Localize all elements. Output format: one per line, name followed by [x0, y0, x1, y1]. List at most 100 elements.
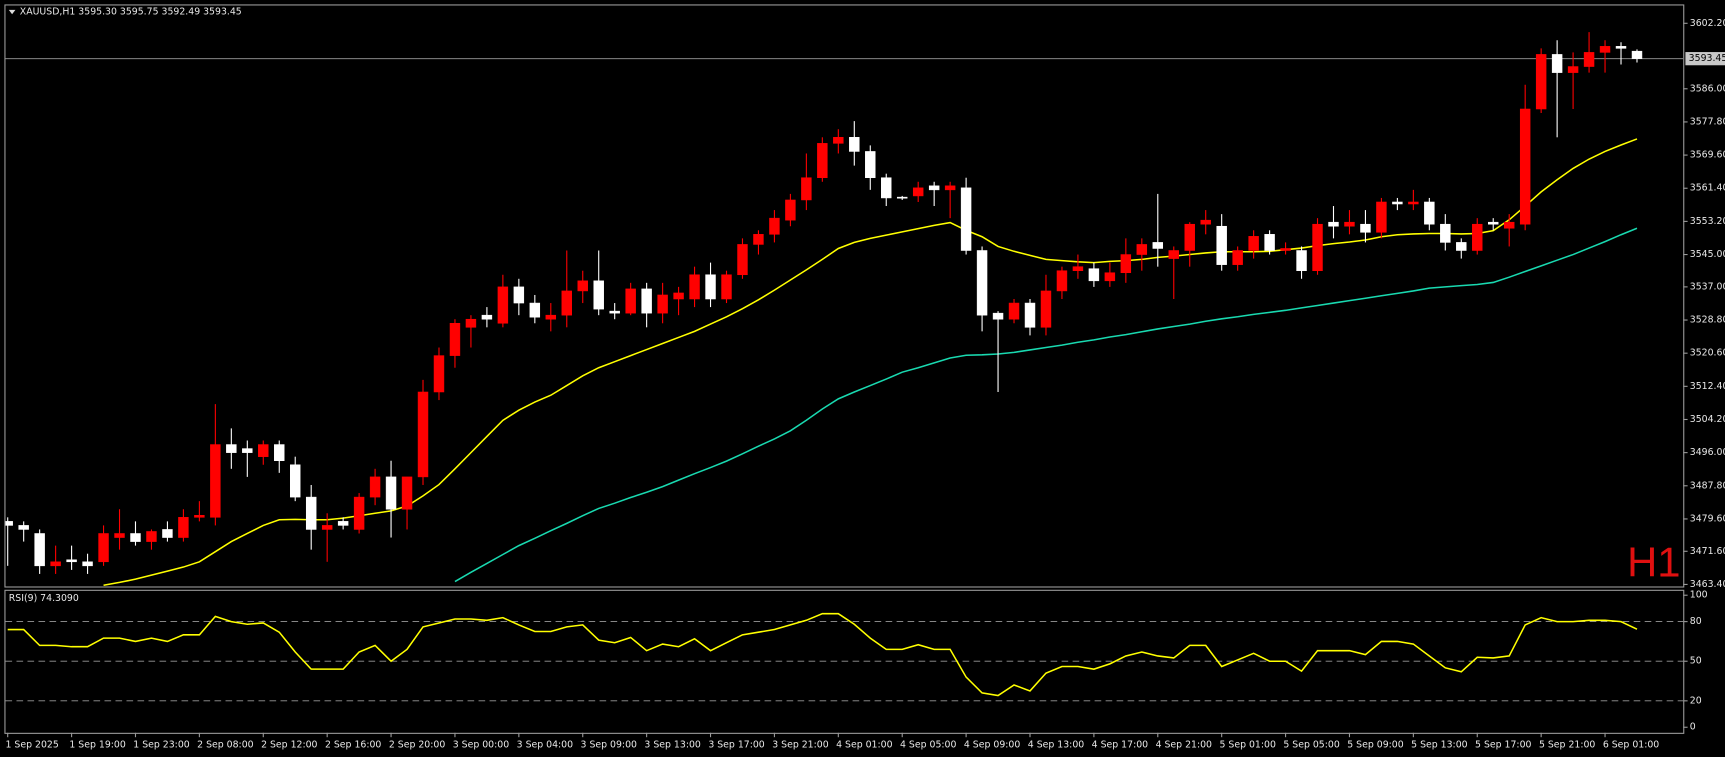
x-tick-label: 5 Sep 01:00 [1219, 739, 1275, 750]
candle-body [833, 137, 844, 144]
candle-body [1312, 223, 1323, 271]
candle-body [258, 444, 269, 457]
candle-body [689, 274, 700, 300]
candle-body [801, 177, 812, 201]
candle-body [226, 444, 237, 453]
candle-body [1599, 46, 1611, 53]
y-tick-label: 3569.60 [1690, 150, 1725, 161]
candle-body [1232, 250, 1243, 265]
y-tick-label: 3602.20 [1690, 18, 1725, 29]
indicator-line [7, 612, 1638, 697]
candle-body [1184, 223, 1195, 251]
candle-body [657, 294, 668, 314]
y-tick-label: 3528.80 [1690, 315, 1725, 326]
candle-body [1168, 250, 1179, 259]
candle-body [194, 515, 205, 518]
candle-body [912, 187, 924, 197]
x-tick-label: 5 Sep 13:00 [1411, 739, 1467, 750]
candle-body [50, 561, 61, 567]
candle-body [545, 314, 557, 320]
candle-body [82, 561, 93, 567]
candle-body [289, 464, 301, 498]
y-tick-label: 3561.40 [1690, 183, 1725, 194]
candle-body [1472, 223, 1483, 251]
candle-body [1567, 66, 1579, 73]
x-tick-label: 1 Sep 23:00 [133, 739, 189, 750]
y-tick-label: 3496.00 [1690, 447, 1725, 458]
candle-body [274, 444, 285, 461]
axes: 3602.20 3586.00 3577.80 3569.60 3561.40 3553.… [6, 18, 1725, 750]
x-tick-label: 2 Sep 08:00 [197, 739, 253, 750]
price-plot [5, 32, 1684, 587]
y-tick-label: 3512.40 [1690, 381, 1725, 392]
candle-body [593, 280, 604, 310]
candle-body [976, 250, 988, 316]
candle-body [353, 496, 365, 530]
rsi-panel-frame [4, 589, 1685, 734]
candle-body [721, 274, 732, 300]
candle-body [1519, 108, 1531, 225]
candle-body [369, 476, 381, 498]
candle-body [130, 533, 141, 542]
candle-body [1535, 54, 1547, 110]
candle-body [1216, 225, 1227, 265]
candle-body [1424, 201, 1435, 225]
candle-body [1248, 236, 1259, 251]
candle-body [769, 217, 780, 235]
candle-body [1408, 201, 1419, 205]
candle-body [1551, 54, 1563, 73]
y-tick-label: 50 [1690, 656, 1702, 667]
y-tick-label: 3479.60 [1690, 513, 1725, 524]
candle-body [896, 196, 908, 199]
candle-body [5, 521, 13, 526]
candle-body [1280, 248, 1291, 251]
x-tick-label: 4 Sep 09:00 [964, 739, 1020, 750]
candle-body [960, 187, 972, 251]
y-tick-label: 3504.20 [1690, 414, 1725, 425]
x-tick-label: 6 Sep 01:00 [1603, 739, 1659, 750]
indicator-line [454, 227, 1638, 583]
y-tick-label: 3545.00 [1690, 249, 1725, 260]
candle-body [66, 559, 77, 563]
candle-body [465, 318, 477, 328]
x-tick-label: 2 Sep 12:00 [261, 739, 317, 750]
y-tick-label: 20 [1690, 695, 1702, 706]
candle-body [497, 286, 509, 324]
x-tick-label: 4 Sep 01:00 [836, 739, 892, 750]
x-tick-label: 3 Sep 17:00 [708, 739, 764, 750]
x-tick-label: 3 Sep 21:00 [772, 739, 828, 750]
candle-body [849, 137, 860, 152]
y-tick-label: 100 [1690, 590, 1708, 601]
x-tick-label: 5 Sep 21:00 [1539, 739, 1595, 750]
candle-body [1360, 223, 1371, 233]
candle-body [513, 286, 525, 304]
candle-body [1392, 201, 1403, 205]
candle-body [1503, 221, 1515, 229]
x-tick-label: 2 Sep 20:00 [389, 739, 445, 750]
chart-title: XAUUSD,H1 3595.30 3595.75 3592.49 3593.4… [20, 7, 242, 18]
candle-body [673, 292, 684, 300]
collapse-arrow[interactable] [8, 9, 16, 15]
candle-body [18, 525, 29, 530]
candle-body [1456, 242, 1467, 251]
candle-body [449, 322, 461, 356]
candle-body [1615, 46, 1627, 49]
candle-body [1376, 201, 1387, 233]
candle-body [305, 496, 317, 530]
candle-body [1120, 254, 1132, 274]
candle-body [1344, 221, 1355, 227]
x-tick-label: 4 Sep 21:00 [1156, 739, 1212, 750]
candle-body [1104, 272, 1116, 282]
candle-body [561, 290, 572, 316]
x-tick-label: 3 Sep 09:00 [581, 739, 637, 750]
x-tick-label: 5 Sep 05:00 [1283, 739, 1339, 750]
price-label-box [1685, 52, 1725, 66]
candle-body [577, 280, 588, 292]
x-tick-label: 3 Sep 13:00 [644, 739, 700, 750]
candle-body [817, 143, 828, 179]
price-label: 3593.45 [1689, 53, 1725, 64]
candle-body [242, 448, 253, 453]
candle-body [481, 314, 493, 320]
candle-body [609, 310, 620, 314]
